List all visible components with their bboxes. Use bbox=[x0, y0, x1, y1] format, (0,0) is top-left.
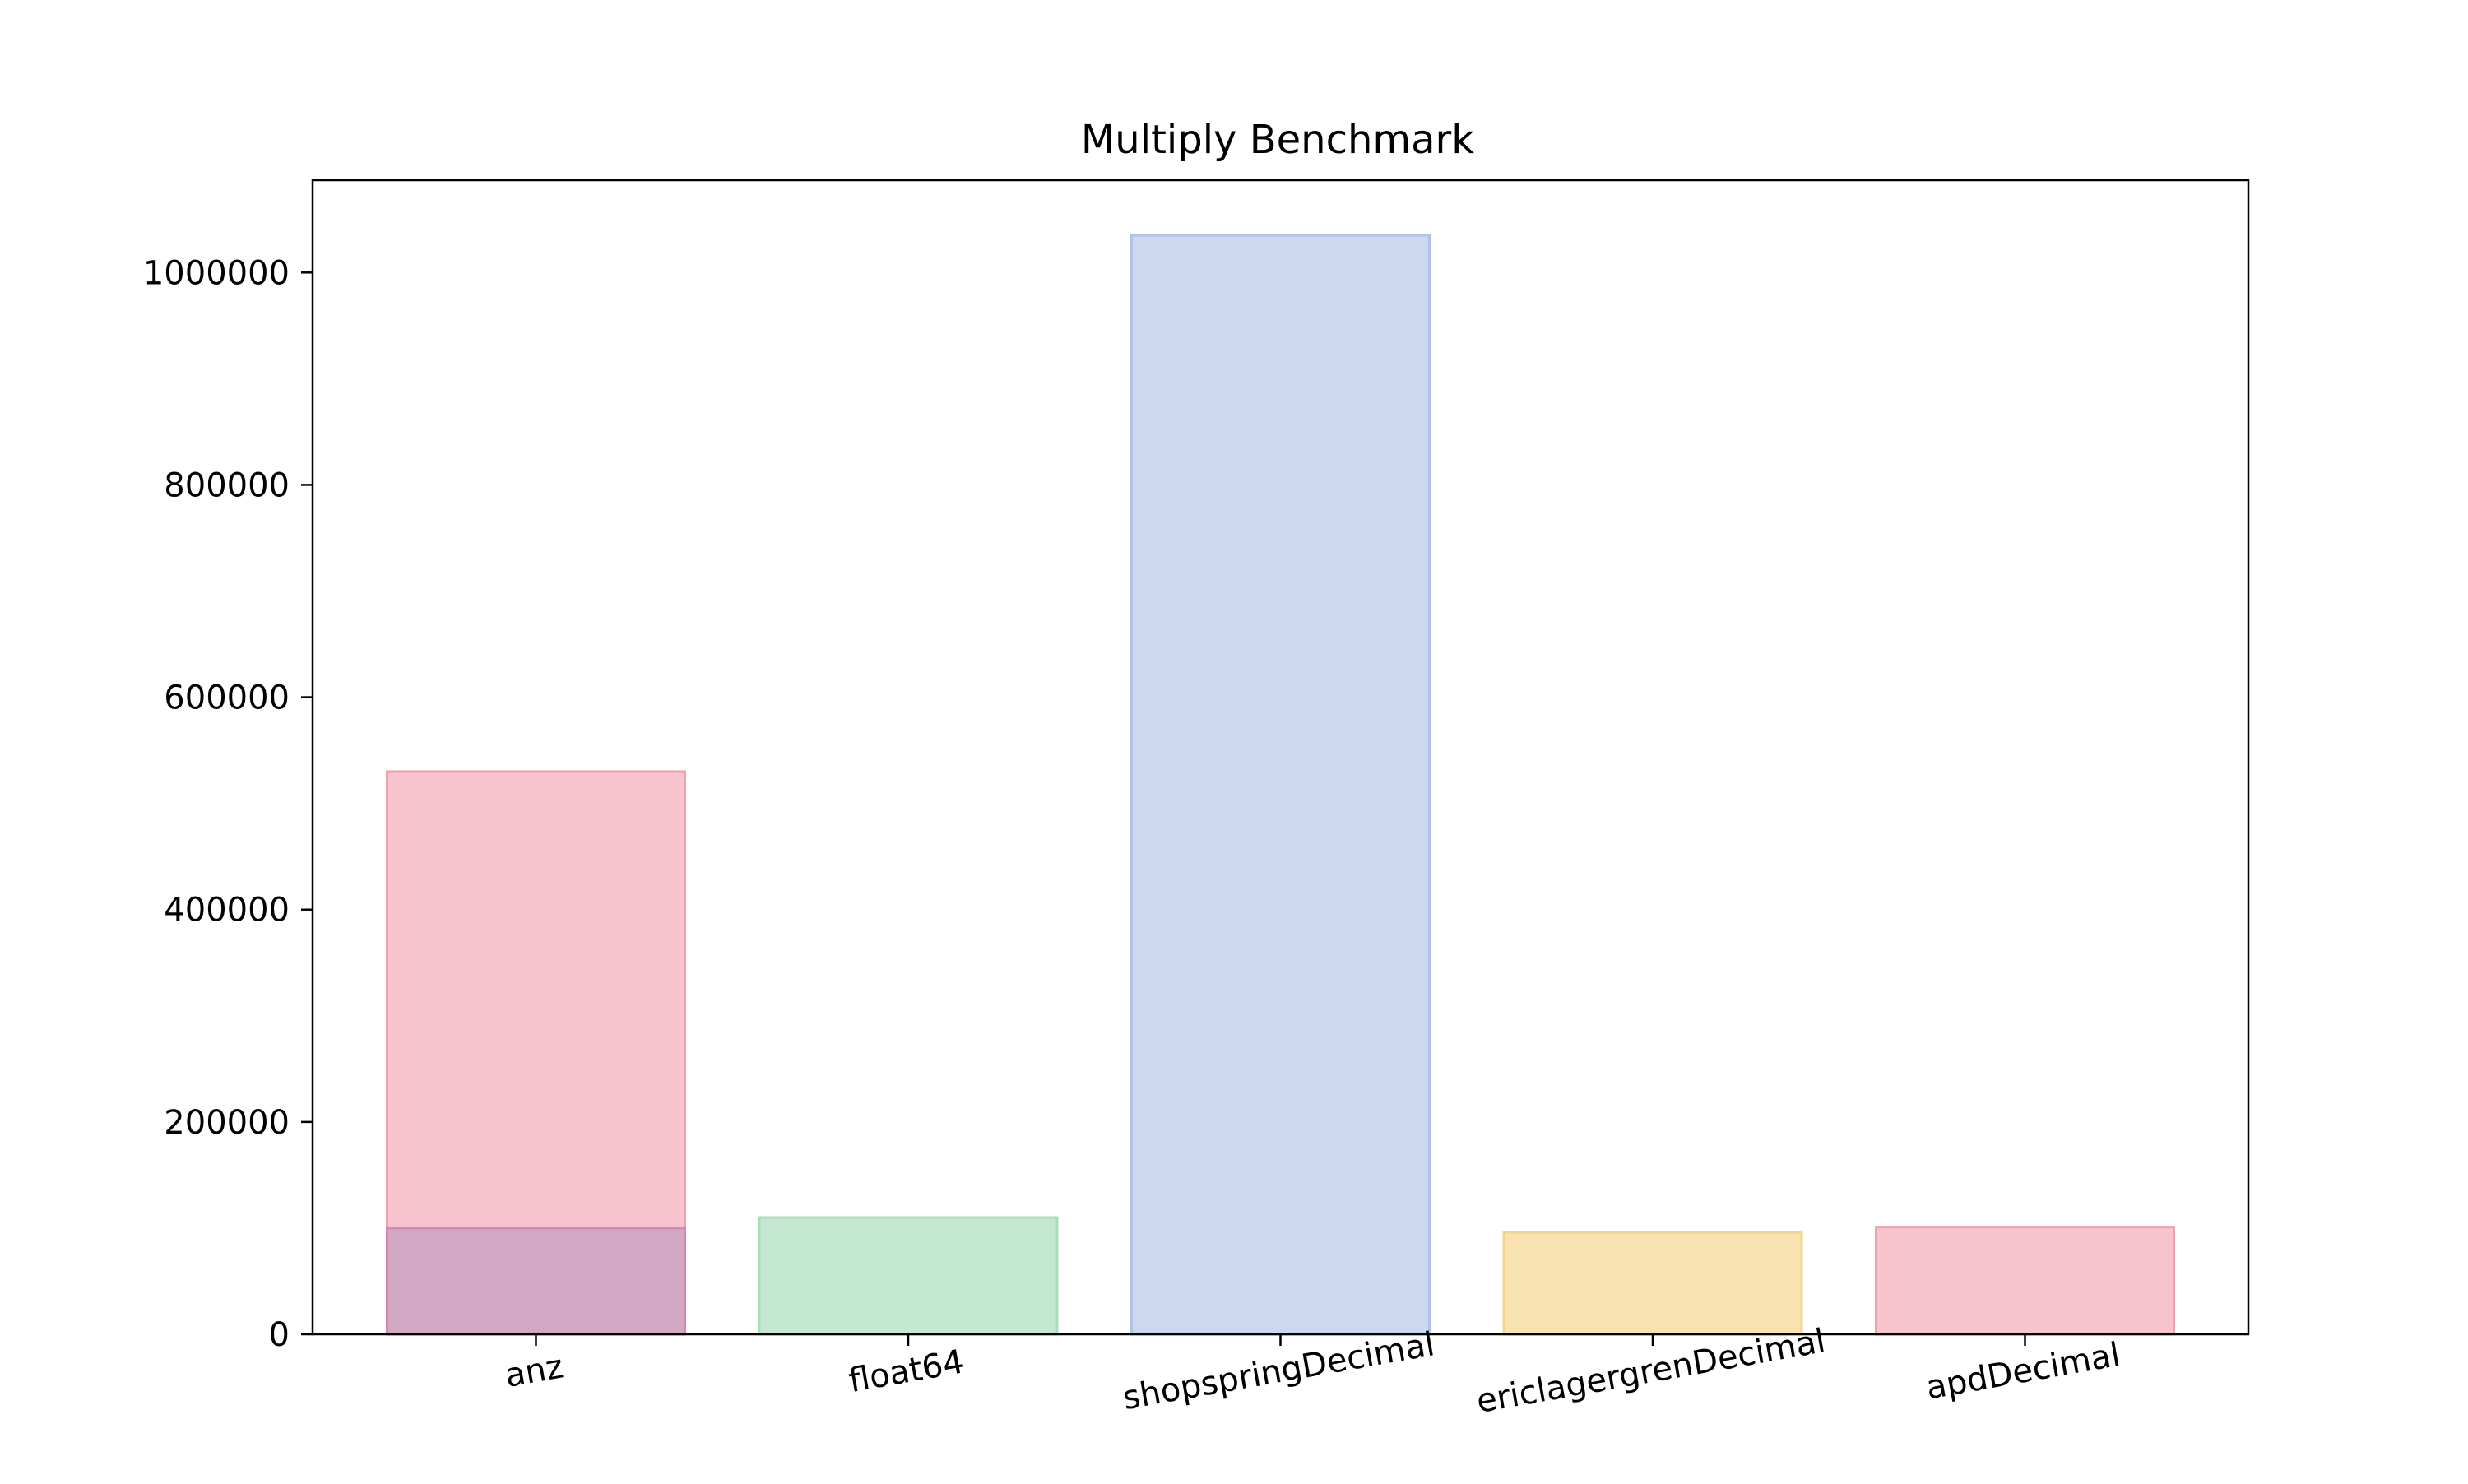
y-tick-label: 0 bbox=[269, 1316, 290, 1354]
bar-shopspringDecimal bbox=[1130, 234, 1431, 1336]
bar-ericlagergrenDecimal bbox=[1502, 1231, 1803, 1336]
y-tick-label: 200000 bbox=[164, 1104, 290, 1142]
bar-anz-overlay bbox=[386, 1227, 686, 1336]
bar-apdDecimal bbox=[1875, 1226, 2175, 1336]
y-tick-label: 400000 bbox=[164, 892, 290, 930]
chart-title: Multiply Benchmark bbox=[1081, 117, 1474, 163]
y-tick-label: 800000 bbox=[164, 466, 290, 504]
y-tick-label: 600000 bbox=[164, 679, 290, 717]
bar-float64 bbox=[758, 1216, 1059, 1336]
y-axis: 0 200000 400000 600000 800000 1000000 bbox=[143, 254, 313, 1354]
y-tick-label: 1000000 bbox=[143, 254, 290, 292]
bars-layer bbox=[386, 234, 2175, 1336]
